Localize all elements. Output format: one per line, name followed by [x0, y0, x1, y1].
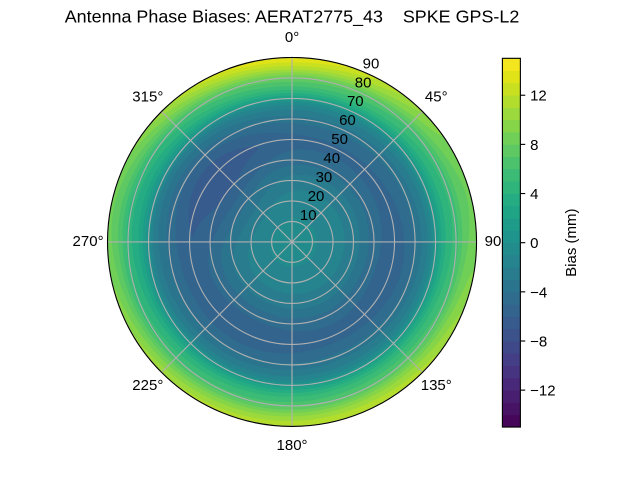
- svg-text:90: 90: [363, 55, 380, 72]
- svg-text:80: 80: [355, 74, 372, 91]
- svg-text:4: 4: [530, 186, 538, 203]
- svg-text:135°: 135°: [421, 377, 452, 394]
- svg-text:−4: −4: [530, 284, 547, 301]
- svg-text:−8: −8: [530, 333, 547, 350]
- svg-text:−12: −12: [530, 383, 555, 400]
- svg-text:0°: 0°: [285, 29, 299, 46]
- svg-text:0: 0: [530, 235, 538, 252]
- svg-text:180°: 180°: [277, 437, 308, 454]
- svg-text:20: 20: [308, 188, 325, 205]
- svg-text:60: 60: [339, 112, 356, 129]
- svg-text:40: 40: [323, 150, 340, 167]
- svg-text:50: 50: [331, 131, 348, 148]
- svg-text:90°: 90°: [485, 233, 508, 250]
- svg-text:Bias (mm): Bias (mm): [563, 209, 580, 277]
- svg-text:30: 30: [316, 169, 333, 186]
- svg-text:315°: 315°: [132, 89, 163, 106]
- svg-text:12: 12: [530, 88, 547, 105]
- svg-text:Antenna Phase Biases: AERAT277: Antenna Phase Biases: AERAT2775_43 SPKE …: [65, 7, 520, 28]
- svg-text:10: 10: [300, 207, 317, 224]
- svg-text:70: 70: [347, 93, 364, 110]
- svg-text:45°: 45°: [425, 89, 448, 106]
- svg-text:225°: 225°: [132, 377, 163, 394]
- svg-text:8: 8: [530, 137, 538, 154]
- svg-text:270°: 270°: [73, 233, 104, 250]
